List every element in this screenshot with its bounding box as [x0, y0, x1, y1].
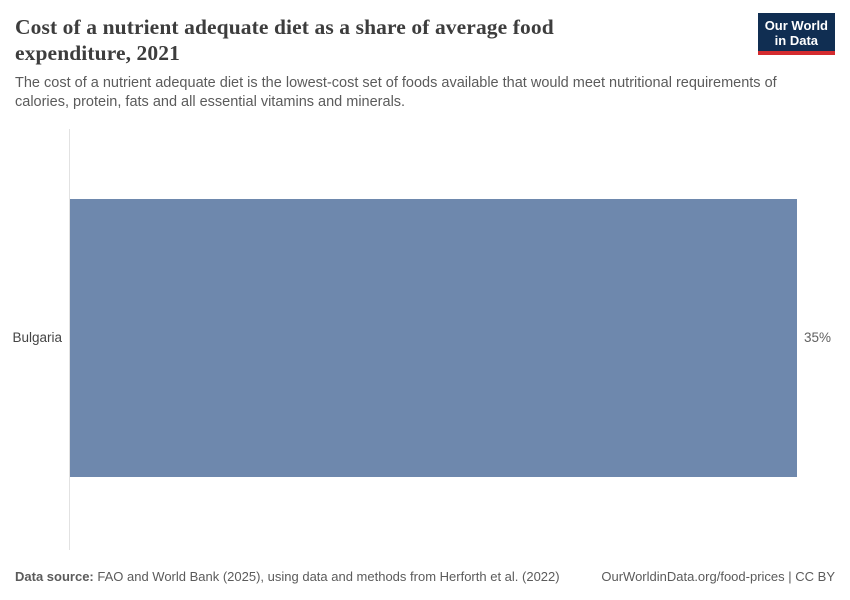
bar-bulgaria[interactable]: [70, 199, 797, 477]
chart-title: Cost of a nutrient adequate diet as a sh…: [15, 15, 554, 65]
owid-logo[interactable]: Our World in Data: [757, 13, 835, 55]
data-source-note: Data source: FAO and World Bank (2025), …: [15, 568, 560, 585]
footer-attribution: OurWorldinData.org/food-prices | CC BY: [601, 568, 835, 585]
bar-chart-plot: Bulgaria 35%: [0, 129, 850, 550]
data-source-text: FAO and World Bank (2025), using data an…: [93, 569, 560, 584]
y-axis-line: [69, 129, 70, 550]
bar-track: [70, 199, 797, 477]
owid-logo-line-1: Our World: [764, 18, 828, 33]
footer-url-link[interactable]: OurWorldinData.org/food-prices: [601, 569, 785, 584]
footer-separator: |: [784, 569, 796, 584]
footer-license-link[interactable]: CC BY: [795, 569, 835, 584]
data-source-label: Data source:: [15, 569, 94, 584]
owid-logo-line-2: in Data: [774, 33, 819, 48]
chart-subtitle: The cost of a nutrient adequate diet is …: [15, 75, 777, 110]
value-label-bulgaria: 35%: [804, 330, 832, 345]
chart-footer: Data source: FAO and World Bank (2025), …: [15, 568, 835, 585]
entity-label-bulgaria: Bulgaria: [12, 330, 62, 345]
